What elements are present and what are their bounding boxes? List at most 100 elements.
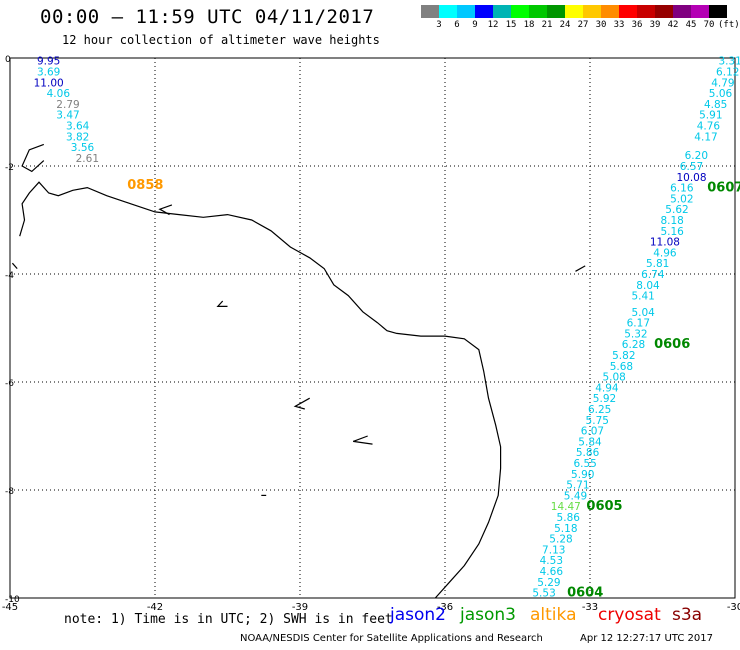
- island-outline: [293, 397, 310, 410]
- wave-height-label: 5.04: [631, 307, 655, 319]
- wave-height-label: 6.57: [680, 161, 703, 173]
- wave-height-label: 5.49: [564, 490, 587, 502]
- island-outline: [216, 300, 228, 307]
- pass-time-label: 0607: [707, 181, 740, 196]
- island-outline: [575, 265, 586, 272]
- colorbar-swatch: [547, 5, 565, 18]
- wave-height-label: 3.64: [66, 121, 90, 133]
- wave-height-label: 5.81: [646, 258, 669, 270]
- colorbar-swatch: [457, 5, 475, 18]
- wave-height-label: 4.94: [595, 382, 619, 394]
- x-tick-label: -30: [727, 602, 740, 613]
- wave-height-label: 6.25: [588, 404, 611, 416]
- wave-height-label: 3.31: [718, 56, 740, 68]
- legend-s3a: s3a: [672, 605, 703, 625]
- wave-height-label: 6.28: [622, 339, 645, 351]
- colorbar-label: 33: [613, 20, 625, 30]
- colorbar-label: 6: [454, 20, 460, 30]
- colorbar-label: 30: [595, 20, 607, 30]
- wave-height-label: 4.66: [540, 566, 564, 578]
- wave-height-label: 5.84: [578, 436, 602, 448]
- wave-height-label: 2.61: [76, 153, 99, 165]
- colorbar-swatch: [493, 5, 511, 18]
- legend-jason2: jason2: [390, 605, 446, 625]
- wave-height-label: 3.56: [71, 142, 95, 154]
- colorbar-swatch: [655, 5, 673, 18]
- island-outline: [11, 262, 18, 269]
- wave-height-label: 4.85: [704, 99, 727, 111]
- y-tick-label: -8: [5, 487, 14, 497]
- wave-height-label: 5.91: [699, 110, 722, 122]
- wave-height-label: 5.41: [631, 291, 654, 303]
- wave-height-label: 6.17: [627, 318, 650, 330]
- wave-height-label: 6.16: [670, 183, 694, 195]
- wave-height-label: 4.06: [47, 88, 71, 100]
- wave-height-label: 8.04: [636, 280, 660, 292]
- page-subtitle: 12 hour collection of altimeter wave hei…: [62, 33, 380, 47]
- wave-height-label: 11.08: [650, 237, 680, 249]
- colorbar-swatch: [475, 5, 493, 18]
- colorbar-label: 21: [541, 20, 553, 30]
- wave-height-label: 5.86: [576, 447, 600, 459]
- wave-height-label: 5.75: [586, 415, 609, 427]
- wave-height-label: 5.02: [670, 193, 693, 205]
- wave-height-label: 4.79: [711, 77, 734, 89]
- y-tick-label: -2: [5, 163, 14, 173]
- colorbar-label: 3: [436, 20, 442, 30]
- wave-height-label: 5.18: [554, 523, 577, 535]
- pass-time-label: 0605: [586, 499, 622, 514]
- x-tick-label: -36: [437, 602, 453, 613]
- colorbar-swatch: [565, 5, 583, 18]
- colorbar-label: 45: [685, 20, 697, 30]
- wave-height-label: 4.96: [653, 247, 677, 259]
- colorbar-label: 39: [649, 20, 661, 30]
- wave-height-label: 14.47: [551, 501, 581, 513]
- wave-height-label: 5.68: [610, 361, 633, 373]
- wave-height-label: 5.71: [566, 480, 589, 492]
- wave-height-label: 5.08: [602, 372, 625, 384]
- colorbar-swatch: [583, 5, 601, 18]
- footer-timestamp: Apr 12 12:27:17 UTC 2017: [580, 633, 713, 644]
- colorbar-swatch: [637, 5, 655, 18]
- y-tick-label: -4: [5, 271, 14, 281]
- wave-height-label: 5.29: [537, 577, 560, 589]
- wave-height-label: 2.79: [56, 99, 79, 111]
- wave-height-label: 5.28: [549, 534, 572, 546]
- colorbar-label: 24: [559, 20, 571, 30]
- wave-height-label: 3.69: [37, 67, 60, 79]
- x-tick-label: -42: [147, 602, 163, 613]
- legend-jason3: jason3: [460, 605, 516, 625]
- island-outline: [352, 435, 373, 445]
- wave-height-label: 5.32: [624, 328, 647, 340]
- colorbar-label: 15: [505, 20, 517, 30]
- colorbar-swatch: [709, 5, 727, 18]
- wave-height-label: 3.47: [56, 110, 79, 122]
- pass-time-label: 0604: [567, 586, 603, 601]
- footer-credit: NOAA/NESDIS Center for Satellite Applica…: [240, 633, 543, 644]
- colorbar-swatch: [421, 5, 439, 18]
- wave-height-label: 5.62: [665, 204, 688, 216]
- colorbar-swatch: [529, 5, 547, 18]
- wave-height-label: 11.00: [34, 77, 64, 89]
- island-outline: [158, 204, 173, 216]
- coastline: [19, 181, 502, 599]
- wave-height-label: 6.55: [573, 458, 596, 470]
- x-tick-label: -39: [292, 602, 308, 613]
- legend-cryosat: cryosat: [598, 605, 661, 625]
- colorbar-label: 9: [472, 20, 478, 30]
- legend-altika: altika: [530, 605, 577, 625]
- wave-height-label: 8.18: [660, 215, 683, 227]
- wave-height-label: 5.92: [593, 393, 616, 405]
- wave-height-label: 5.82: [612, 350, 635, 362]
- wave-height-label: 9.95: [37, 56, 60, 68]
- wave-height-label: 10.08: [676, 172, 706, 184]
- pass-time-label: 0606: [654, 337, 690, 352]
- colorbar-label: 12: [487, 20, 499, 30]
- colorbar-label: 42: [667, 20, 679, 30]
- wave-height-label: 4.76: [697, 121, 721, 133]
- wave-height-label: 5.86: [557, 512, 581, 524]
- colorbar: [421, 5, 727, 18]
- x-tick-label: -45: [2, 602, 18, 613]
- colorbar-swatch: [439, 5, 457, 18]
